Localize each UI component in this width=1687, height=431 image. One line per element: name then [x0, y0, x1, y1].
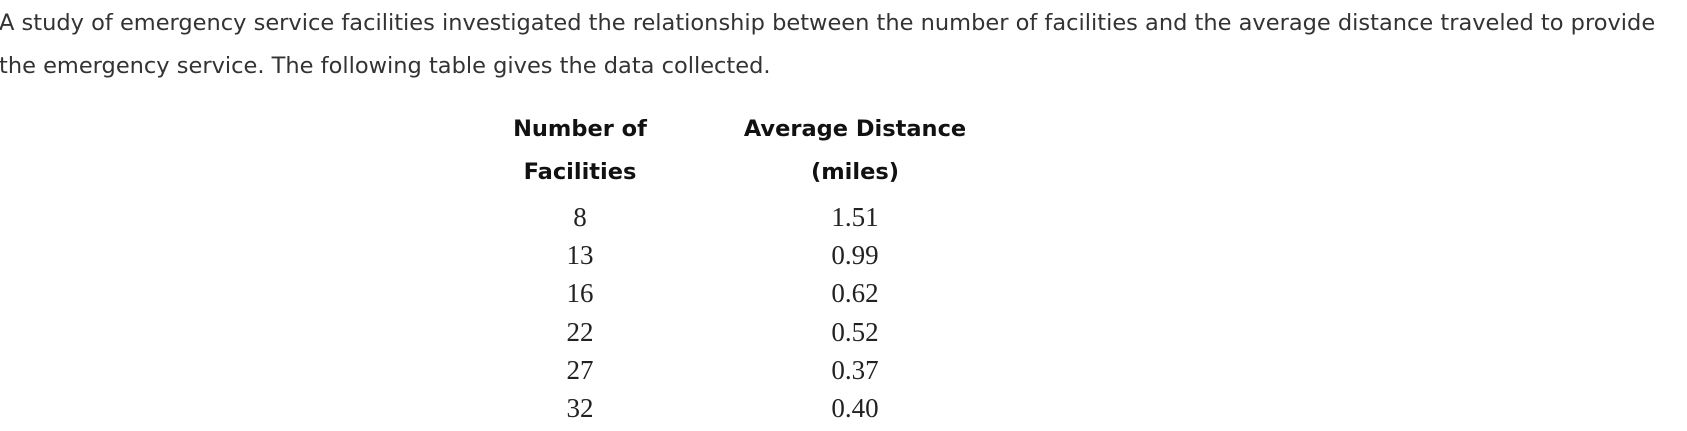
header-cell: Average Distance (miles)	[720, 108, 990, 194]
table-cell: 0.99	[831, 240, 879, 271]
table-cell: 22	[566, 316, 594, 347]
table-row: 27 0.37	[440, 351, 990, 389]
table-cell: 8	[573, 202, 587, 232]
table-row: 16 0.62	[440, 274, 990, 312]
table-cell: 0.62	[831, 278, 879, 309]
table-cell: 27	[566, 354, 594, 385]
table-row: 8 1.51	[440, 194, 990, 236]
table-cell: 32	[566, 393, 594, 424]
table-row: 32 0.40	[440, 389, 990, 427]
table-row: 13 0.99	[440, 236, 990, 274]
header-text: Average Distance (miles)	[743, 116, 967, 185]
table-cell: 0.37	[831, 354, 879, 385]
header-cell: Number of Facilities	[440, 108, 720, 194]
table-cell: 0.52	[831, 316, 879, 347]
table-body: 8 1.51 13 0.99 16 0.62 22 0.52 27 0.37 32 0.40	[440, 194, 990, 427]
table-cell: 1.51	[831, 202, 879, 232]
table-row: 22 0.52	[440, 313, 990, 351]
data-table: Number of Facilities Average Distance (m…	[440, 108, 990, 427]
header-row: Number of Facilities Average Distance (m…	[440, 108, 990, 194]
problem-text: A study of emergency service facilities …	[0, 10, 1656, 79]
header-text: Number of Facilities	[513, 116, 647, 185]
table-cell: 0.40	[831, 393, 879, 424]
table-head: Number of Facilities Average Distance (m…	[440, 108, 990, 194]
table-cell: 13	[566, 240, 594, 271]
table-cell: 16	[566, 278, 594, 309]
